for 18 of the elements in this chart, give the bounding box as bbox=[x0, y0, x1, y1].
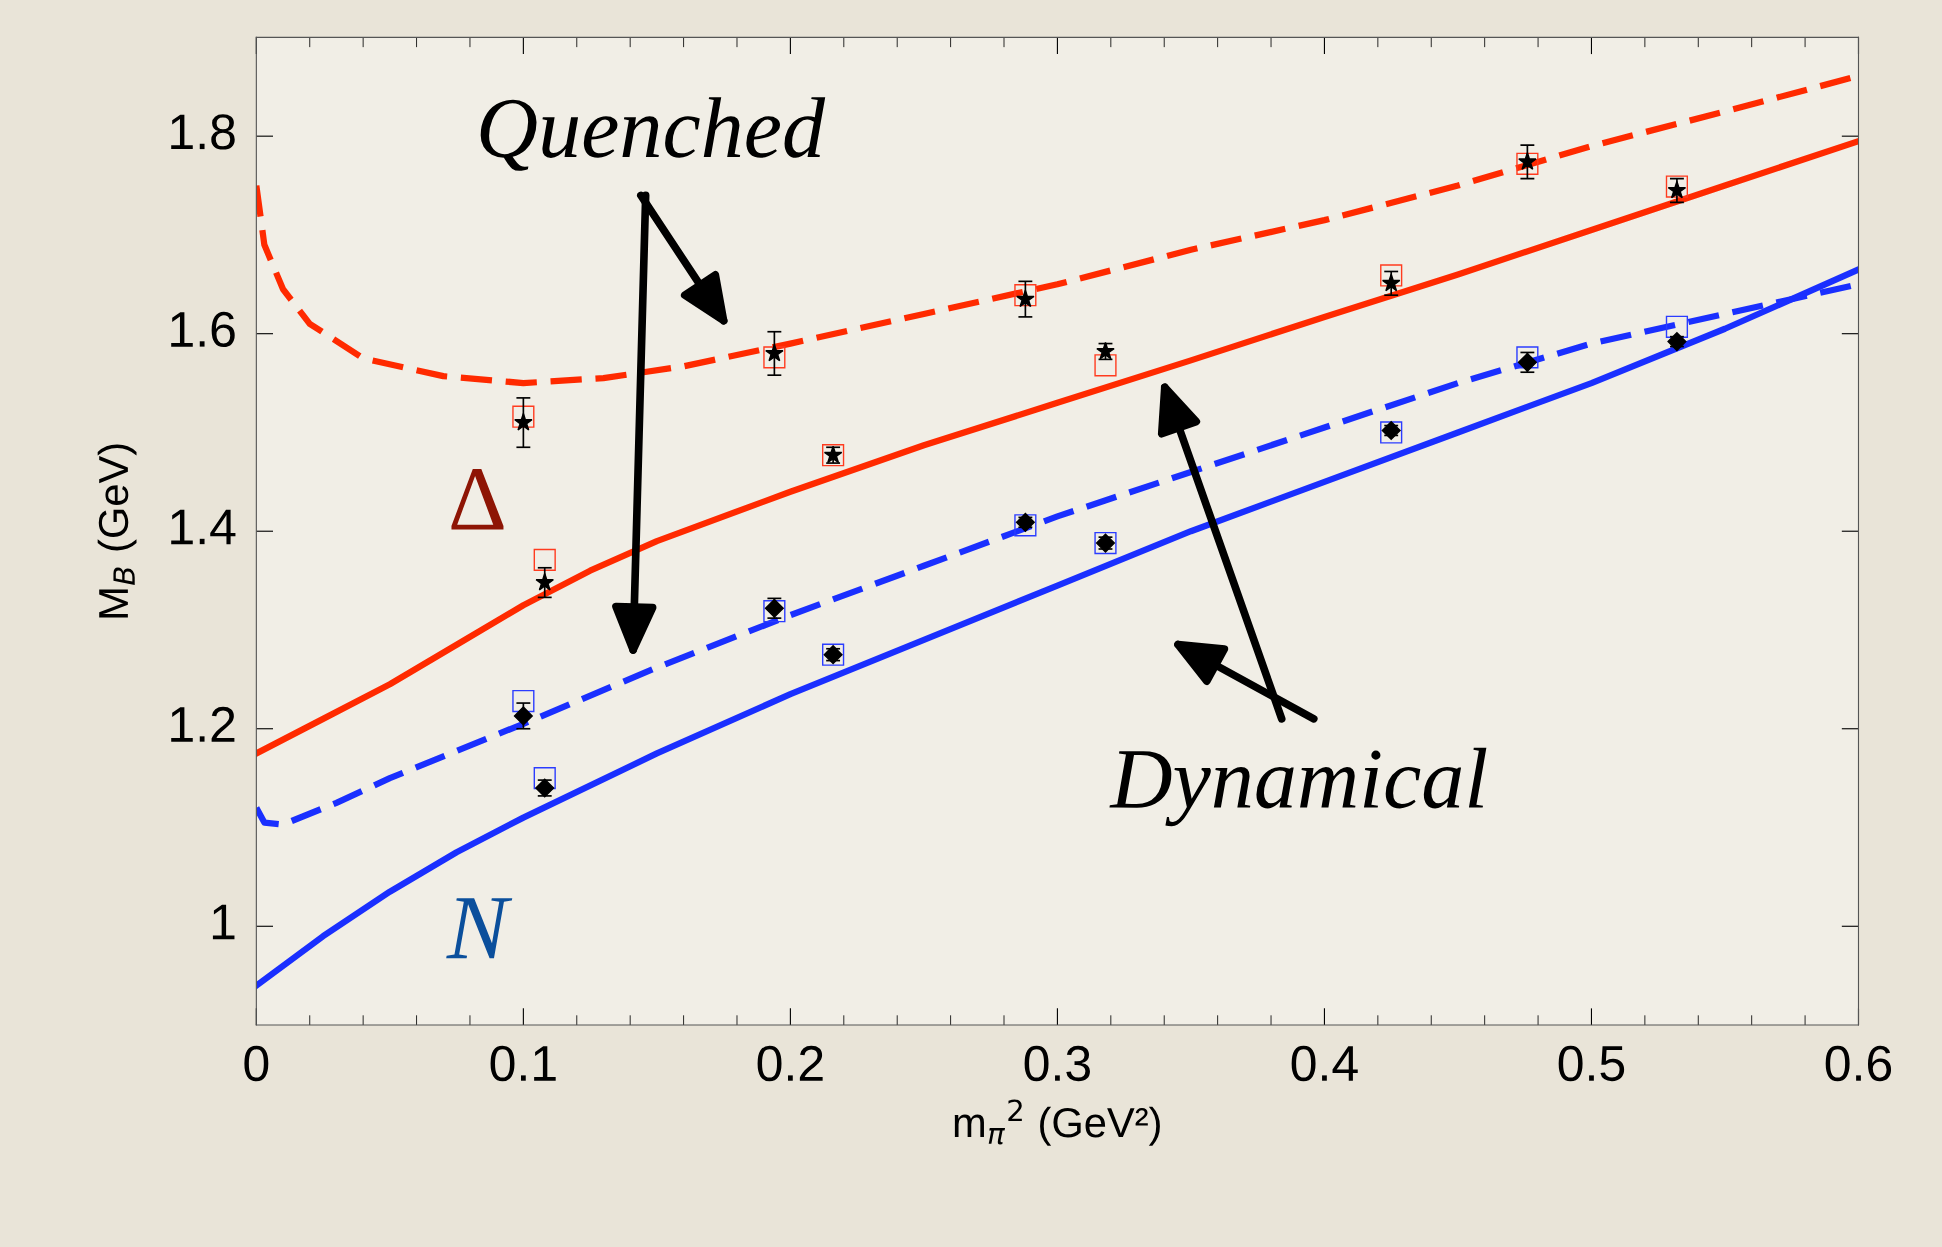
x-tick-label: 0.1 bbox=[490, 1045, 556, 1082]
x-tick-label: 0.2 bbox=[757, 1045, 823, 1082]
x-tick-label: 0.3 bbox=[1024, 1045, 1090, 1082]
annotation: Quenched bbox=[480, 97, 826, 171]
y-tick-label: 1.6 bbox=[171, 311, 235, 348]
y-axis-title: M$_{B}$ (GeV) bbox=[97, 444, 137, 618]
x-tick-label: 0.4 bbox=[1291, 1045, 1358, 1082]
x-tick-label: 0.6 bbox=[1825, 1045, 1892, 1082]
y-tick-label: 1.8 bbox=[171, 114, 235, 150]
x-tick-label: 0.5 bbox=[1558, 1045, 1625, 1082]
annotation: Dynamical bbox=[1109, 747, 1487, 827]
y-tick-label: 1.4 bbox=[171, 509, 236, 545]
annotation: Δ bbox=[451, 469, 504, 530]
y-tick-label: 1 bbox=[212, 904, 235, 940]
annotation: N bbox=[446, 898, 513, 959]
x-axis-title: m$_{π}$$^{2}$ (GeV²) bbox=[954, 1099, 1160, 1146]
y-tick-label: 1.2 bbox=[171, 706, 235, 742]
x-tick-label: 0 bbox=[244, 1045, 269, 1082]
